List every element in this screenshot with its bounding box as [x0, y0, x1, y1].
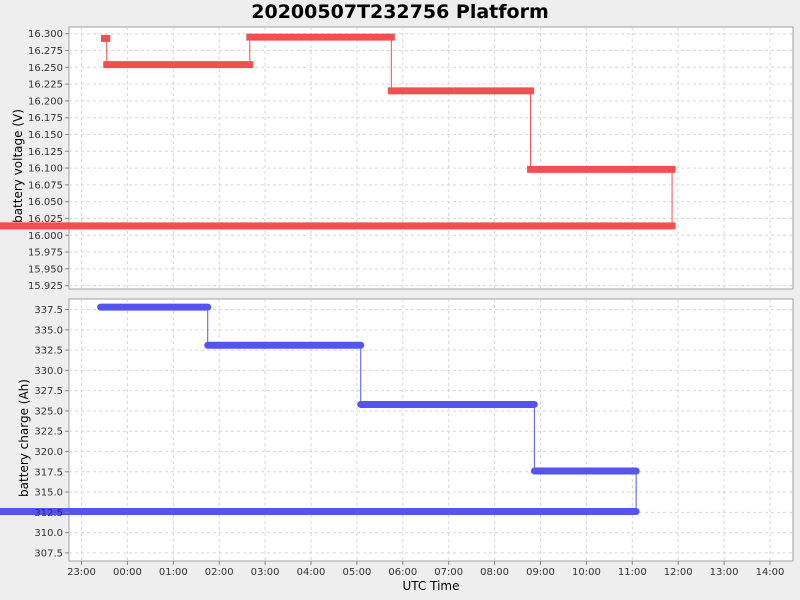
y-tick-label: 15.975: [28, 248, 63, 259]
y-tick-label: 337.5: [34, 305, 63, 316]
x-tick-label: 11:00: [618, 567, 647, 578]
charge-y-axis-label: battery charge (Ah): [17, 379, 31, 497]
x-tick-label: 05:00: [342, 567, 371, 578]
y-tick-label: 16.025: [28, 214, 63, 225]
x-tick-label: 06:00: [388, 567, 417, 578]
y-tick-label: 16.150: [28, 130, 63, 141]
x-axis-label: UTC Time: [403, 579, 460, 593]
y-tick-label: 16.175: [28, 113, 63, 124]
voltage-plot-area: [68, 26, 794, 290]
y-tick-label: 16.275: [28, 46, 63, 57]
x-tick-label: 09:00: [526, 567, 555, 578]
charge-plot-area: [68, 298, 794, 562]
x-tick-label: 10:00: [572, 567, 601, 578]
y-tick-label: 332.5: [34, 346, 63, 357]
y-tick-label: 320.0: [34, 447, 63, 458]
x-tick-label: 07:00: [434, 567, 463, 578]
y-tick-label: 307.5: [34, 548, 63, 559]
x-tick-label: 03:00: [251, 567, 280, 578]
y-tick-label: 16.250: [28, 63, 63, 74]
x-ticks: 23:00 00:00 01:00 02:00 03:00 04:00 05:00 06:00…: [67, 561, 784, 578]
voltage-grid: [69, 27, 793, 289]
x-tick-label: 04:00: [297, 567, 326, 578]
chart-title: 20200507T232756 Platform: [251, 1, 549, 23]
y-tick-label: 330.0: [34, 366, 63, 377]
x-tick-label: 00:00: [113, 567, 142, 578]
x-tick-label: 14:00: [756, 567, 785, 578]
y-tick-label: 16.125: [28, 147, 63, 158]
charge-series: [0, 303, 640, 516]
charge-panel: 337.5 335.0 332.5 330.0 327.5 325.0 322.5 320.0…: [0, 298, 794, 562]
series-connector-line: [0, 306, 637, 513]
y-tick-label: 322.5: [34, 427, 63, 438]
y-tick-label: 335.0: [34, 325, 63, 336]
y-tick-label: 325.0: [34, 406, 63, 417]
y-tick-label: 15.925: [28, 281, 63, 292]
charge-y-ticks: 337.5 335.0 332.5 330.0 327.5 325.0 322.5 320.0…: [34, 305, 69, 559]
y-tick-label: 312.5: [34, 508, 63, 519]
y-tick-label: 16.075: [28, 180, 63, 191]
y-tick-label: 16.300: [28, 29, 63, 40]
y-tick-label: 16.200: [28, 96, 63, 107]
y-tick-label: 15.950: [28, 264, 63, 275]
voltage-series: [0, 33, 676, 230]
charge-grid: [69, 299, 793, 561]
y-tick-label: 16.225: [28, 80, 63, 91]
y-tick-label: 16.100: [28, 164, 63, 175]
y-tick-label: 16.050: [28, 197, 63, 208]
x-tick-label: 12:00: [664, 567, 693, 578]
x-tick-label: 01:00: [159, 567, 188, 578]
x-tick-label: 13:00: [710, 567, 739, 578]
y-tick-label: 16.000: [28, 231, 63, 242]
x-tick-label: 08:00: [480, 567, 509, 578]
y-tick-label: 327.5: [34, 386, 63, 397]
voltage-y-ticks: 16.300 16.275 16.250 16.225 16.200 16.175 16.1…: [28, 29, 69, 292]
y-tick-label: 315.0: [34, 488, 63, 499]
y-tick-label: 317.5: [34, 467, 63, 478]
x-tick-label: 23:00: [67, 567, 96, 578]
voltage-panel: 16.300 16.275 16.250 16.225 16.200 16.175 16.1…: [0, 26, 794, 292]
x-tick-label: 02:00: [205, 567, 234, 578]
y-tick-label: 310.0: [34, 528, 63, 539]
voltage-y-axis-label: battery voltage (V): [11, 109, 25, 223]
